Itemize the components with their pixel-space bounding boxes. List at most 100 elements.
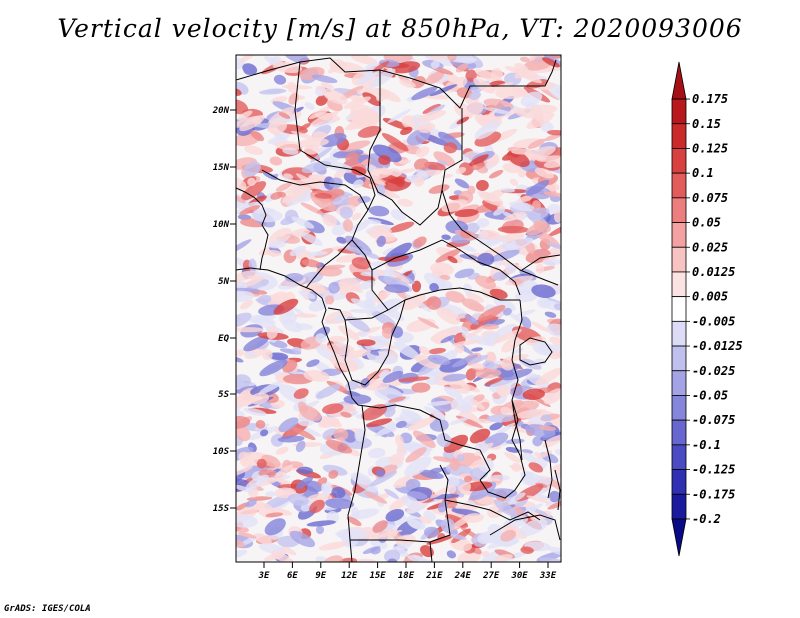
velocity-blob (273, 298, 299, 315)
velocity-blob (443, 350, 458, 361)
velocity-blob (406, 505, 426, 514)
border-drc-north (387, 287, 520, 311)
colorbar-label: -0.175 (692, 487, 735, 501)
velocity-blob (315, 525, 325, 535)
velocity-blob (240, 181, 267, 201)
velocity-blob (542, 434, 561, 448)
velocity-blob (427, 354, 451, 365)
velocity-blob (362, 92, 381, 106)
velocity-blob (398, 159, 412, 165)
velocity-blob (549, 336, 561, 348)
velocity-blob (531, 284, 556, 298)
velocity-blob (372, 529, 403, 539)
velocity-blob (432, 409, 446, 421)
velocity-blob (236, 356, 244, 363)
velocity-blob (423, 161, 446, 171)
velocity-blob (520, 91, 543, 107)
velocity-blob (491, 323, 517, 342)
velocity-blob (501, 334, 525, 353)
border-botswana (429, 541, 433, 562)
country-borders (236, 57, 561, 562)
velocity-blob (454, 268, 475, 279)
velocity-blob (440, 334, 456, 344)
border-niger-chad (294, 61, 376, 211)
lat-tick-label: 10N (213, 220, 230, 230)
velocity-blob (438, 303, 467, 319)
velocity-blob (519, 56, 530, 63)
colorbar-swatch (671, 370, 687, 396)
velocity-blob (418, 346, 430, 356)
velocity-blob (493, 329, 522, 344)
velocity-blob (475, 69, 505, 84)
velocity-blob (528, 462, 544, 473)
velocity-blob (374, 423, 401, 437)
colorbar-label: -0.025 (692, 364, 735, 378)
colorbar-swatch (671, 197, 687, 223)
velocity-blob (264, 494, 292, 509)
velocity-blob (266, 326, 278, 340)
velocity-blob (500, 406, 514, 417)
velocity-blob (382, 247, 395, 255)
velocity-blob (470, 458, 487, 469)
velocity-blob (464, 314, 479, 325)
velocity-blob (309, 499, 325, 514)
velocity-blob (281, 186, 310, 204)
colorbar-label: 0.1 (692, 166, 714, 180)
velocity-blob (300, 232, 323, 246)
velocity-blob (469, 90, 481, 101)
velocity-blob (482, 360, 495, 369)
velocity-blob (265, 512, 284, 518)
border-sahara-north (236, 57, 557, 109)
velocity-blob (283, 173, 294, 179)
velocity-blob (325, 498, 355, 509)
velocity-blob (521, 449, 534, 454)
velocity-blob (526, 112, 555, 129)
colorbar-swatch (671, 419, 687, 446)
velocity-blob (268, 240, 286, 249)
velocity-blob (495, 86, 527, 99)
velocity-blob (315, 94, 328, 106)
velocity-blob (515, 309, 536, 318)
velocity-blob (547, 242, 561, 250)
velocity-blob (236, 270, 257, 283)
velocity-blob (543, 158, 561, 169)
velocity-blob (527, 138, 546, 149)
velocity-blob (406, 128, 431, 146)
velocity-blob (475, 368, 502, 379)
velocity-blob (312, 119, 338, 128)
velocity-blob (461, 298, 485, 312)
velocity-blob (511, 347, 524, 355)
velocity-blob (236, 193, 246, 204)
colorbar-label: -0.075 (692, 413, 735, 427)
velocity-blob (298, 290, 316, 299)
velocity-blob (247, 177, 256, 187)
velocity-blob (401, 293, 426, 311)
velocity-blob (328, 282, 341, 294)
velocity-blob (477, 252, 495, 267)
velocity-blob (447, 55, 457, 62)
velocity-blob (278, 112, 291, 119)
border-lake-malawi (544, 439, 553, 499)
map-title: Vertical velocity [m/s] at 850hPa, VT: 2… (57, 14, 743, 43)
colorbar-label: 0.05 (692, 216, 721, 230)
velocity-blob (275, 446, 289, 455)
velocity-blob (372, 60, 390, 73)
velocity-blob (272, 61, 303, 74)
velocity-blob (384, 284, 410, 293)
velocity-blob (328, 61, 345, 74)
velocity-blob (399, 79, 416, 88)
velocity-blob (535, 367, 561, 386)
velocity-blob (354, 558, 376, 562)
velocity-blob (407, 417, 436, 431)
velocity-blob (331, 486, 346, 499)
lat-tick-label: 20N (212, 106, 230, 116)
border-namibia (349, 539, 353, 562)
velocity-blob (352, 179, 364, 189)
velocity-blob (416, 110, 447, 123)
velocity-blob (257, 294, 272, 304)
colorbar-swatch (671, 345, 687, 372)
velocity-blob (395, 434, 404, 448)
velocity-blob (503, 237, 534, 251)
velocity-blob (287, 81, 298, 94)
border-lake-tanganyika (511, 399, 523, 461)
